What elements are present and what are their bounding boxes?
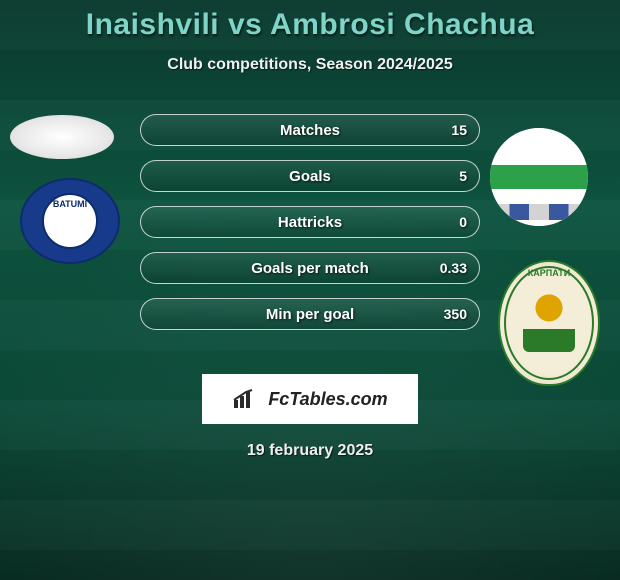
club-badge-left: BATUMI <box>20 178 120 264</box>
club-badge-right-emblem <box>523 294 575 352</box>
brand-box[interactable]: FcTables.com <box>202 374 418 424</box>
subtitle: Club competitions, Season 2024/2025 <box>0 56 620 74</box>
page-title: Inaishvili vs Ambrosi Chachua <box>0 8 620 42</box>
stat-right-value: 5 <box>459 168 467 184</box>
bar-chart-icon <box>232 388 260 410</box>
club-badge-right: КАРПАТИ <box>498 260 600 386</box>
stat-row-goals-per-match: Goals per match 0.33 <box>140 252 480 284</box>
stat-row-goals: Goals 5 <box>140 160 480 192</box>
stat-row-min-per-goal: Min per goal 350 <box>140 298 480 330</box>
stat-right-value: 0.33 <box>440 260 467 276</box>
club-badge-left-label: BATUMI <box>42 193 98 249</box>
content-wrapper: Inaishvili vs Ambrosi Chachua Club compe… <box>0 0 620 580</box>
stat-label: Matches <box>280 122 340 139</box>
stats-list: Matches 15 Goals 5 Hattricks 0 Goals per… <box>140 114 480 330</box>
stat-label: Min per goal <box>266 306 354 323</box>
player-avatar-right <box>490 128 588 226</box>
stat-row-matches: Matches 15 <box>140 114 480 146</box>
club-badge-right-label: КАРПАТИ <box>500 268 598 278</box>
stat-label: Goals per match <box>251 260 369 277</box>
stat-label: Goals <box>289 168 331 185</box>
player-avatar-left <box>10 115 114 159</box>
brand-text: FcTables.com <box>268 389 387 410</box>
stat-right-value: 0 <box>459 214 467 230</box>
stat-label: Hattricks <box>278 214 342 231</box>
stat-row-hattricks: Hattricks 0 <box>140 206 480 238</box>
stat-right-value: 350 <box>444 306 467 322</box>
date-text: 19 february 2025 <box>0 442 620 460</box>
stat-right-value: 15 <box>451 122 467 138</box>
